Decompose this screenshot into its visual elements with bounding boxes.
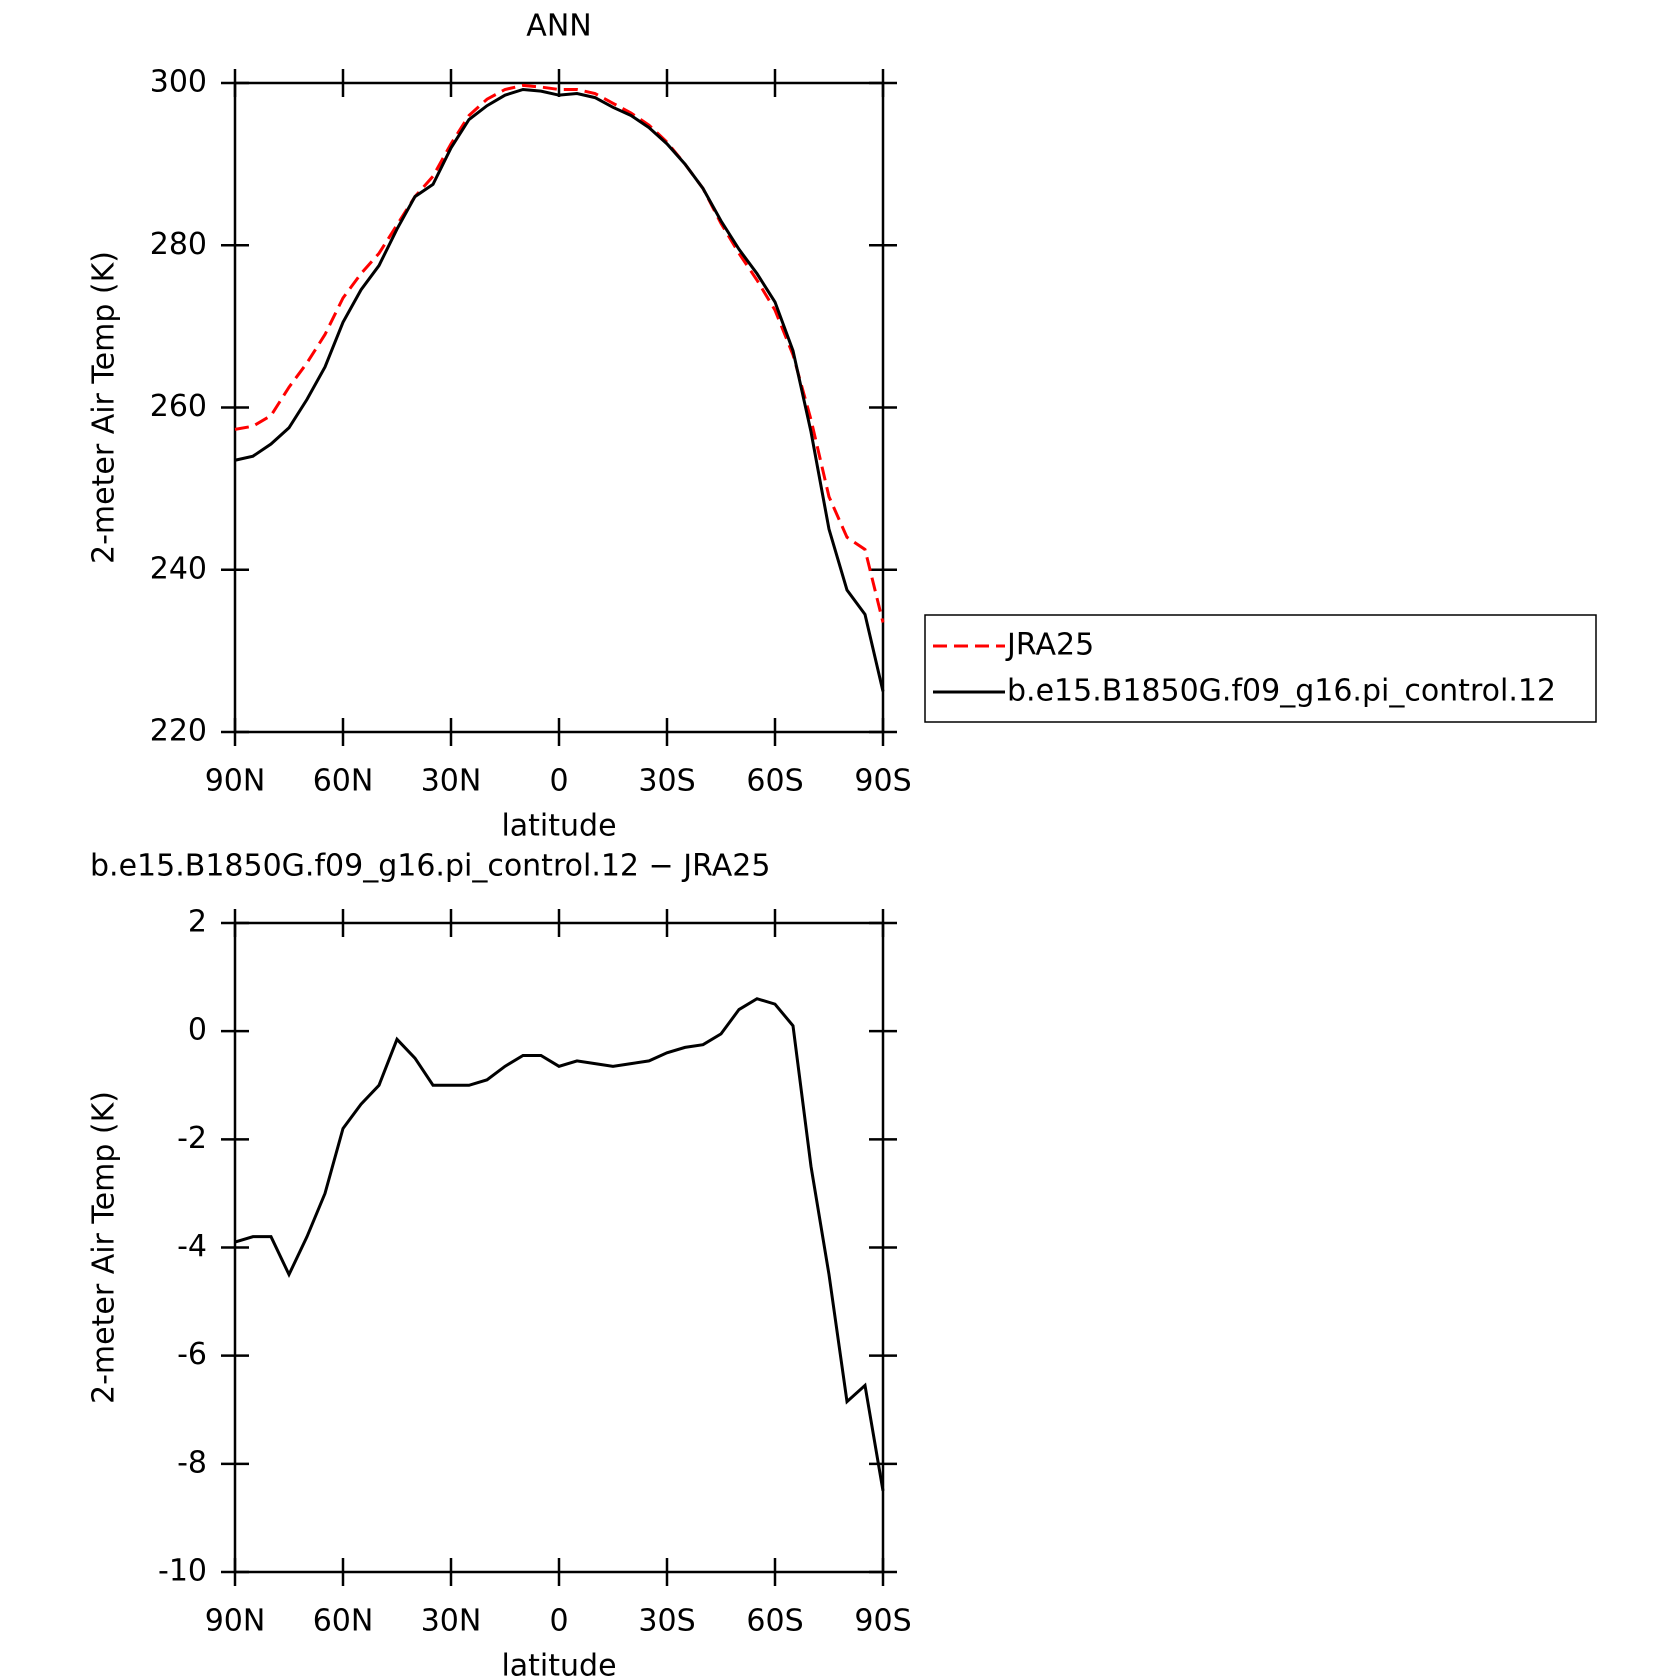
x-axis-label: latitude <box>501 809 616 844</box>
series-line <box>234 997 885 1492</box>
x-tick-label: 0 <box>549 764 568 799</box>
y-tick-label: 0 <box>188 1013 207 1048</box>
y-tick-label: 260 <box>150 389 207 424</box>
x-axis-label: latitude <box>501 1649 616 1680</box>
x-tick-label: 60N <box>313 764 374 799</box>
y-tick-label: 2 <box>188 905 207 940</box>
x-tick-label: 60S <box>746 1604 803 1639</box>
legend-box <box>924 614 1597 723</box>
y-tick-label: 220 <box>150 714 207 749</box>
legend-label: b.e15.B1850G.f09_g16.pi_control.12 <box>1007 674 1556 709</box>
x-tick-label: 90S <box>854 764 911 799</box>
x-tick-label: 30S <box>638 1604 695 1639</box>
x-tick-label: 90N <box>205 764 266 799</box>
plot-frame <box>233 921 885 1574</box>
y-tick-label: -10 <box>158 1554 207 1589</box>
x-tick-label: 60N <box>313 1604 374 1639</box>
y-tick-label: -6 <box>177 1337 207 1372</box>
plot-frame <box>233 81 885 734</box>
x-tick-label: 30S <box>638 764 695 799</box>
chart-title: ANN <box>526 9 591 44</box>
x-tick-label: 30N <box>421 1604 482 1639</box>
x-tick-label: 90N <box>205 1604 266 1639</box>
y-tick-label: -8 <box>177 1445 207 1480</box>
x-tick-label: 0 <box>549 1604 568 1639</box>
x-tick-label: 90S <box>854 1604 911 1639</box>
y-tick-label: -4 <box>177 1229 207 1264</box>
x-tick-label: 60S <box>746 764 803 799</box>
series-line <box>234 87 885 692</box>
y-tick-label: 240 <box>150 551 207 586</box>
series-line <box>234 83 885 623</box>
chart-title: b.e15.B1850G.f09_g16.pi_control.12 − JRA… <box>90 849 770 884</box>
y-tick-label: -2 <box>177 1121 207 1156</box>
legend-label: JRA25 <box>1005 628 1094 663</box>
x-tick-label: 30N <box>421 764 482 799</box>
y-axis-label: 2-meter Air Temp (K) <box>87 251 122 564</box>
y-tick-label: 280 <box>150 227 207 262</box>
y-tick-label: 300 <box>150 65 207 100</box>
y-axis-label: 2-meter Air Temp (K) <box>87 1091 122 1404</box>
